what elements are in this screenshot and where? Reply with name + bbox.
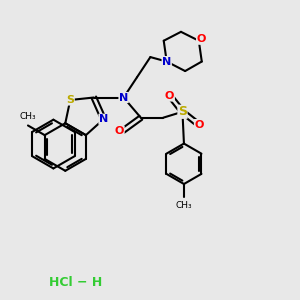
Text: N: N [99,114,108,124]
Text: CH₃: CH₃ [20,112,36,121]
Text: O: O [194,120,204,130]
Text: N: N [119,92,128,103]
Text: CH₃: CH₃ [176,201,192,210]
Text: S: S [66,95,74,105]
Text: HCl − H: HCl − H [49,276,102,289]
Text: S: S [178,105,187,118]
Text: O: O [115,126,124,136]
Text: O: O [196,34,206,44]
Text: N: N [162,56,171,67]
Text: O: O [165,91,174,101]
